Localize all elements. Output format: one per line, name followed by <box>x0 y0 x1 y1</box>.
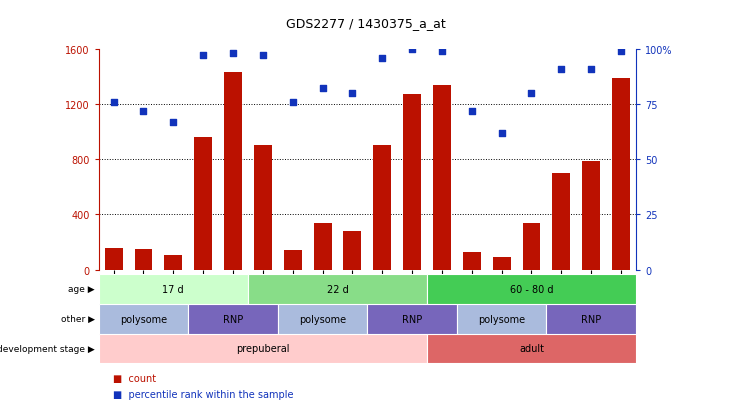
Text: polysome: polysome <box>299 314 346 324</box>
Bar <box>547 304 636 334</box>
Bar <box>164 255 182 270</box>
Bar <box>463 252 481 270</box>
Bar <box>427 274 636 304</box>
Bar <box>457 304 547 334</box>
Text: 22 d: 22 d <box>327 284 349 294</box>
Bar <box>553 173 570 270</box>
Bar <box>189 304 278 334</box>
Point <box>257 53 269 59</box>
Point <box>526 90 537 97</box>
Point <box>376 55 388 62</box>
Text: RNP: RNP <box>402 314 423 324</box>
Text: polysome: polysome <box>478 314 525 324</box>
Text: development stage ▶: development stage ▶ <box>0 344 95 353</box>
Bar <box>314 223 332 270</box>
Bar <box>135 249 152 270</box>
Point <box>496 130 507 137</box>
Bar <box>344 232 361 270</box>
Point <box>346 90 358 97</box>
Text: polysome: polysome <box>120 314 167 324</box>
Point <box>586 66 597 73</box>
Text: GDS2277 / 1430375_a_at: GDS2277 / 1430375_a_at <box>286 17 445 29</box>
Bar <box>404 95 421 270</box>
Point <box>197 53 209 59</box>
Point <box>287 99 298 106</box>
Point <box>616 48 627 55</box>
Text: 17 d: 17 d <box>162 284 184 294</box>
Bar <box>224 73 242 270</box>
Bar <box>278 304 368 334</box>
Point <box>227 51 239 57</box>
Point <box>317 86 328 93</box>
Bar <box>368 304 457 334</box>
Bar <box>582 161 600 270</box>
Point <box>167 119 179 126</box>
Text: RNP: RNP <box>581 314 602 324</box>
Point <box>406 46 418 53</box>
Point <box>556 66 567 73</box>
Bar <box>374 146 391 270</box>
Text: RNP: RNP <box>223 314 243 324</box>
Bar <box>433 85 451 270</box>
Point <box>137 108 149 115</box>
Bar <box>284 251 302 270</box>
Text: ■  count: ■ count <box>113 373 156 383</box>
Bar <box>105 249 123 270</box>
Text: ■  percentile rank within the sample: ■ percentile rank within the sample <box>113 389 294 399</box>
Text: 60 - 80 d: 60 - 80 d <box>510 284 553 294</box>
Text: age ▶: age ▶ <box>69 285 95 294</box>
Bar <box>99 304 189 334</box>
Point <box>107 99 119 106</box>
Bar <box>427 334 636 363</box>
Bar <box>248 274 427 304</box>
Bar <box>99 334 427 363</box>
Point <box>466 108 477 115</box>
Text: adult: adult <box>519 344 544 354</box>
Bar <box>194 138 212 270</box>
Point <box>436 48 448 55</box>
Bar <box>254 146 272 270</box>
Text: other ▶: other ▶ <box>61 314 95 323</box>
Bar <box>99 274 248 304</box>
Bar <box>523 223 540 270</box>
Bar <box>493 258 510 270</box>
Bar <box>612 78 630 270</box>
Text: prepuberal: prepuberal <box>236 344 289 354</box>
